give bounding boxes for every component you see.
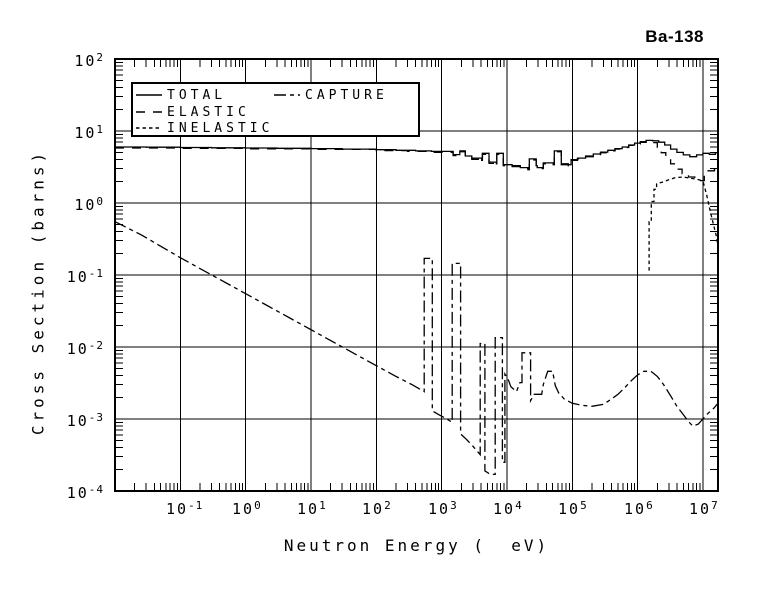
y-axis-label: Cross Section (barns) — [28, 148, 48, 436]
elastic-line-sample-icon — [136, 111, 162, 113]
x-tick-label: 107 — [689, 499, 719, 518]
y-tick-label: 100 — [74, 195, 104, 214]
legend-item-total: TOTAL — [136, 87, 226, 103]
legend-label-inelastic: INELASTIC — [167, 120, 274, 136]
x-tick-label: 105 — [558, 499, 588, 518]
legend-item-elastic: ELASTIC — [136, 104, 250, 120]
y-tick-label: 10-4 — [66, 483, 104, 502]
x-tick-label: 100 — [232, 499, 262, 518]
y-tick-label: 10-1 — [66, 267, 104, 286]
x-tick-label: 104 — [493, 499, 523, 518]
inelastic-line-sample-icon — [136, 127, 162, 129]
x-axis-label: Neutron Energy ( eV) — [283, 536, 550, 555]
curve-capture — [115, 221, 718, 476]
y-tick-label: 10-3 — [66, 411, 104, 430]
x-tick-label: 103 — [428, 499, 458, 518]
capture-line-sample-icon — [274, 94, 300, 96]
legend-label-elastic: ELASTIC — [167, 104, 250, 120]
legend-item-inelastic: INELASTIC — [136, 120, 273, 136]
curve-elastic — [115, 140, 718, 182]
x-tick-label: 10-1 — [166, 499, 204, 518]
y-tick-label: 101 — [74, 123, 104, 142]
x-tick-label: 102 — [362, 499, 392, 518]
plot-title: Ba-138 — [645, 27, 704, 46]
plot-frame — [114, 58, 719, 492]
y-tick-label: 10-2 — [66, 339, 104, 358]
x-tick-label: 101 — [297, 499, 327, 518]
legend-item-capture: CAPTURE — [274, 87, 388, 103]
total-line-sample-icon — [136, 94, 162, 96]
curve-inelastic — [648, 176, 718, 271]
x-tick-label: 106 — [624, 499, 654, 518]
legend-label-total: TOTAL — [167, 87, 227, 103]
curve-total — [115, 139, 718, 170]
legend-label-capture: CAPTURE — [305, 87, 388, 103]
legend: TOTAL ELASTIC INELASTIC CAPTURE — [131, 82, 420, 137]
y-tick-label: 102 — [74, 51, 104, 70]
